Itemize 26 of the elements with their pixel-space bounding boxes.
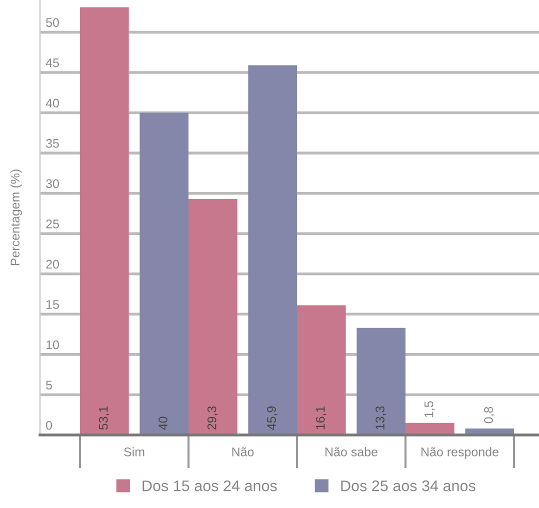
- text: 29,3: [207, 406, 218, 430]
- x-tick-label: Sim: [124, 447, 144, 456]
- y-tick-label: 50: [46, 18, 59, 27]
- legend-label: Dos 15 aos 24 anos: [142, 480, 277, 492]
- y-tick-label: 5: [46, 380, 52, 390]
- y-tick-label: 0: [46, 420, 52, 430]
- text: 45,9: [267, 406, 278, 430]
- x-tick-label: Não: [232, 447, 254, 456]
- legend-label: Dos 25 aos 34 anos: [341, 480, 476, 492]
- x-tick-label: Não responde: [422, 447, 498, 459]
- y-tick-label: 10: [46, 340, 59, 350]
- y-tick-label: 25: [46, 220, 59, 228]
- y-tick-label: 40: [46, 98, 59, 108]
- y-axis-title: Percentagem (%): [10, 170, 22, 266]
- y-tick-label: 30: [46, 179, 59, 188]
- y-tick-label: 35: [46, 138, 59, 148]
- text: 13,3: [376, 406, 386, 430]
- text: 16,1: [316, 406, 326, 430]
- y-tick-label: 20: [46, 260, 59, 269]
- text: 1,5: [424, 401, 435, 418]
- x-tick-label: Não sabe: [326, 447, 378, 456]
- y-tick-label: 15: [46, 300, 59, 309]
- text: 53,1: [98, 406, 110, 430]
- y-tick-label: 45: [46, 58, 59, 68]
- text: 0,8: [484, 406, 494, 424]
- text: 40: [158, 416, 168, 430]
